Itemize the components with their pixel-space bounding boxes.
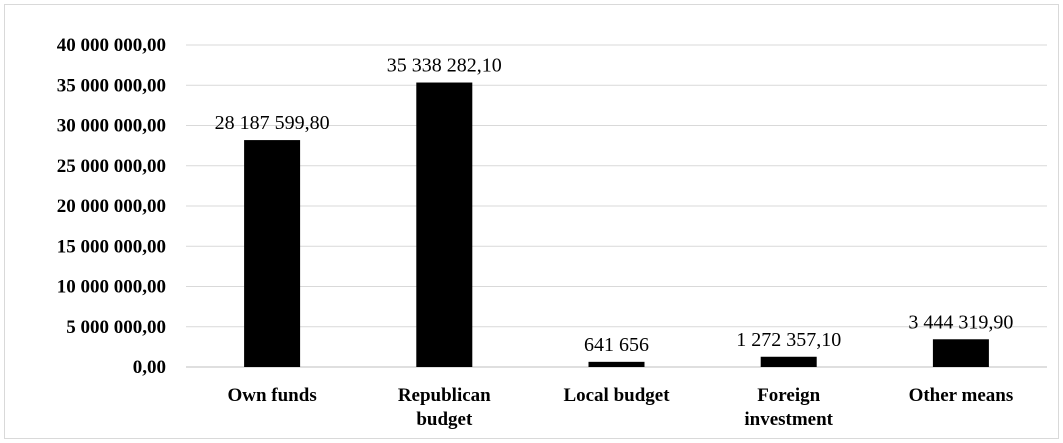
data-label: 35 338 282,10 — [387, 55, 502, 77]
bar — [932, 339, 989, 367]
y-tick-label: 5 000 000,00 — [66, 317, 166, 338]
y-axis-tick-labels: 0,00 5 000 000,00 10 000 000,00 15 000 000,… — [57, 35, 166, 378]
bars — [244, 82, 989, 368]
y-tick-label: 0,00 — [133, 357, 166, 378]
y-tick-label: 40 000 000,00 — [57, 35, 166, 56]
category-label: Own funds — [227, 385, 316, 406]
data-label: 1 272 357,10 — [736, 329, 841, 351]
data-label: 3 444 319,90 — [908, 311, 1013, 333]
bar — [416, 82, 473, 368]
y-tick-label: 35 000 000,00 — [57, 75, 166, 96]
y-tick-label: 15 000 000,00 — [57, 236, 166, 257]
x-axis-category-labels: Own funds Republican budget Local budget For… — [227, 385, 1013, 430]
data-label: 641 656 — [584, 334, 649, 356]
category-label: Local budget — [563, 385, 670, 406]
bar — [244, 140, 301, 367]
category-label: Foreign investment — [744, 385, 833, 430]
y-tick-label: 25 000 000,00 — [57, 156, 166, 177]
category-label: Republican budget — [398, 385, 491, 430]
gridlines — [186, 44, 1047, 368]
category-label: Other means — [909, 385, 1014, 406]
y-tick-label: 10 000 000,00 — [57, 277, 166, 298]
data-label: 28 187 599,80 — [215, 112, 330, 134]
data-labels: 28 187 599,80 35 338 282,10 641 656 1 272 3… — [215, 55, 1014, 356]
y-tick-label: 30 000 000,00 — [57, 116, 166, 137]
bar — [588, 361, 645, 367]
bar — [760, 356, 817, 367]
y-tick-label: 20 000 000,00 — [57, 196, 166, 217]
